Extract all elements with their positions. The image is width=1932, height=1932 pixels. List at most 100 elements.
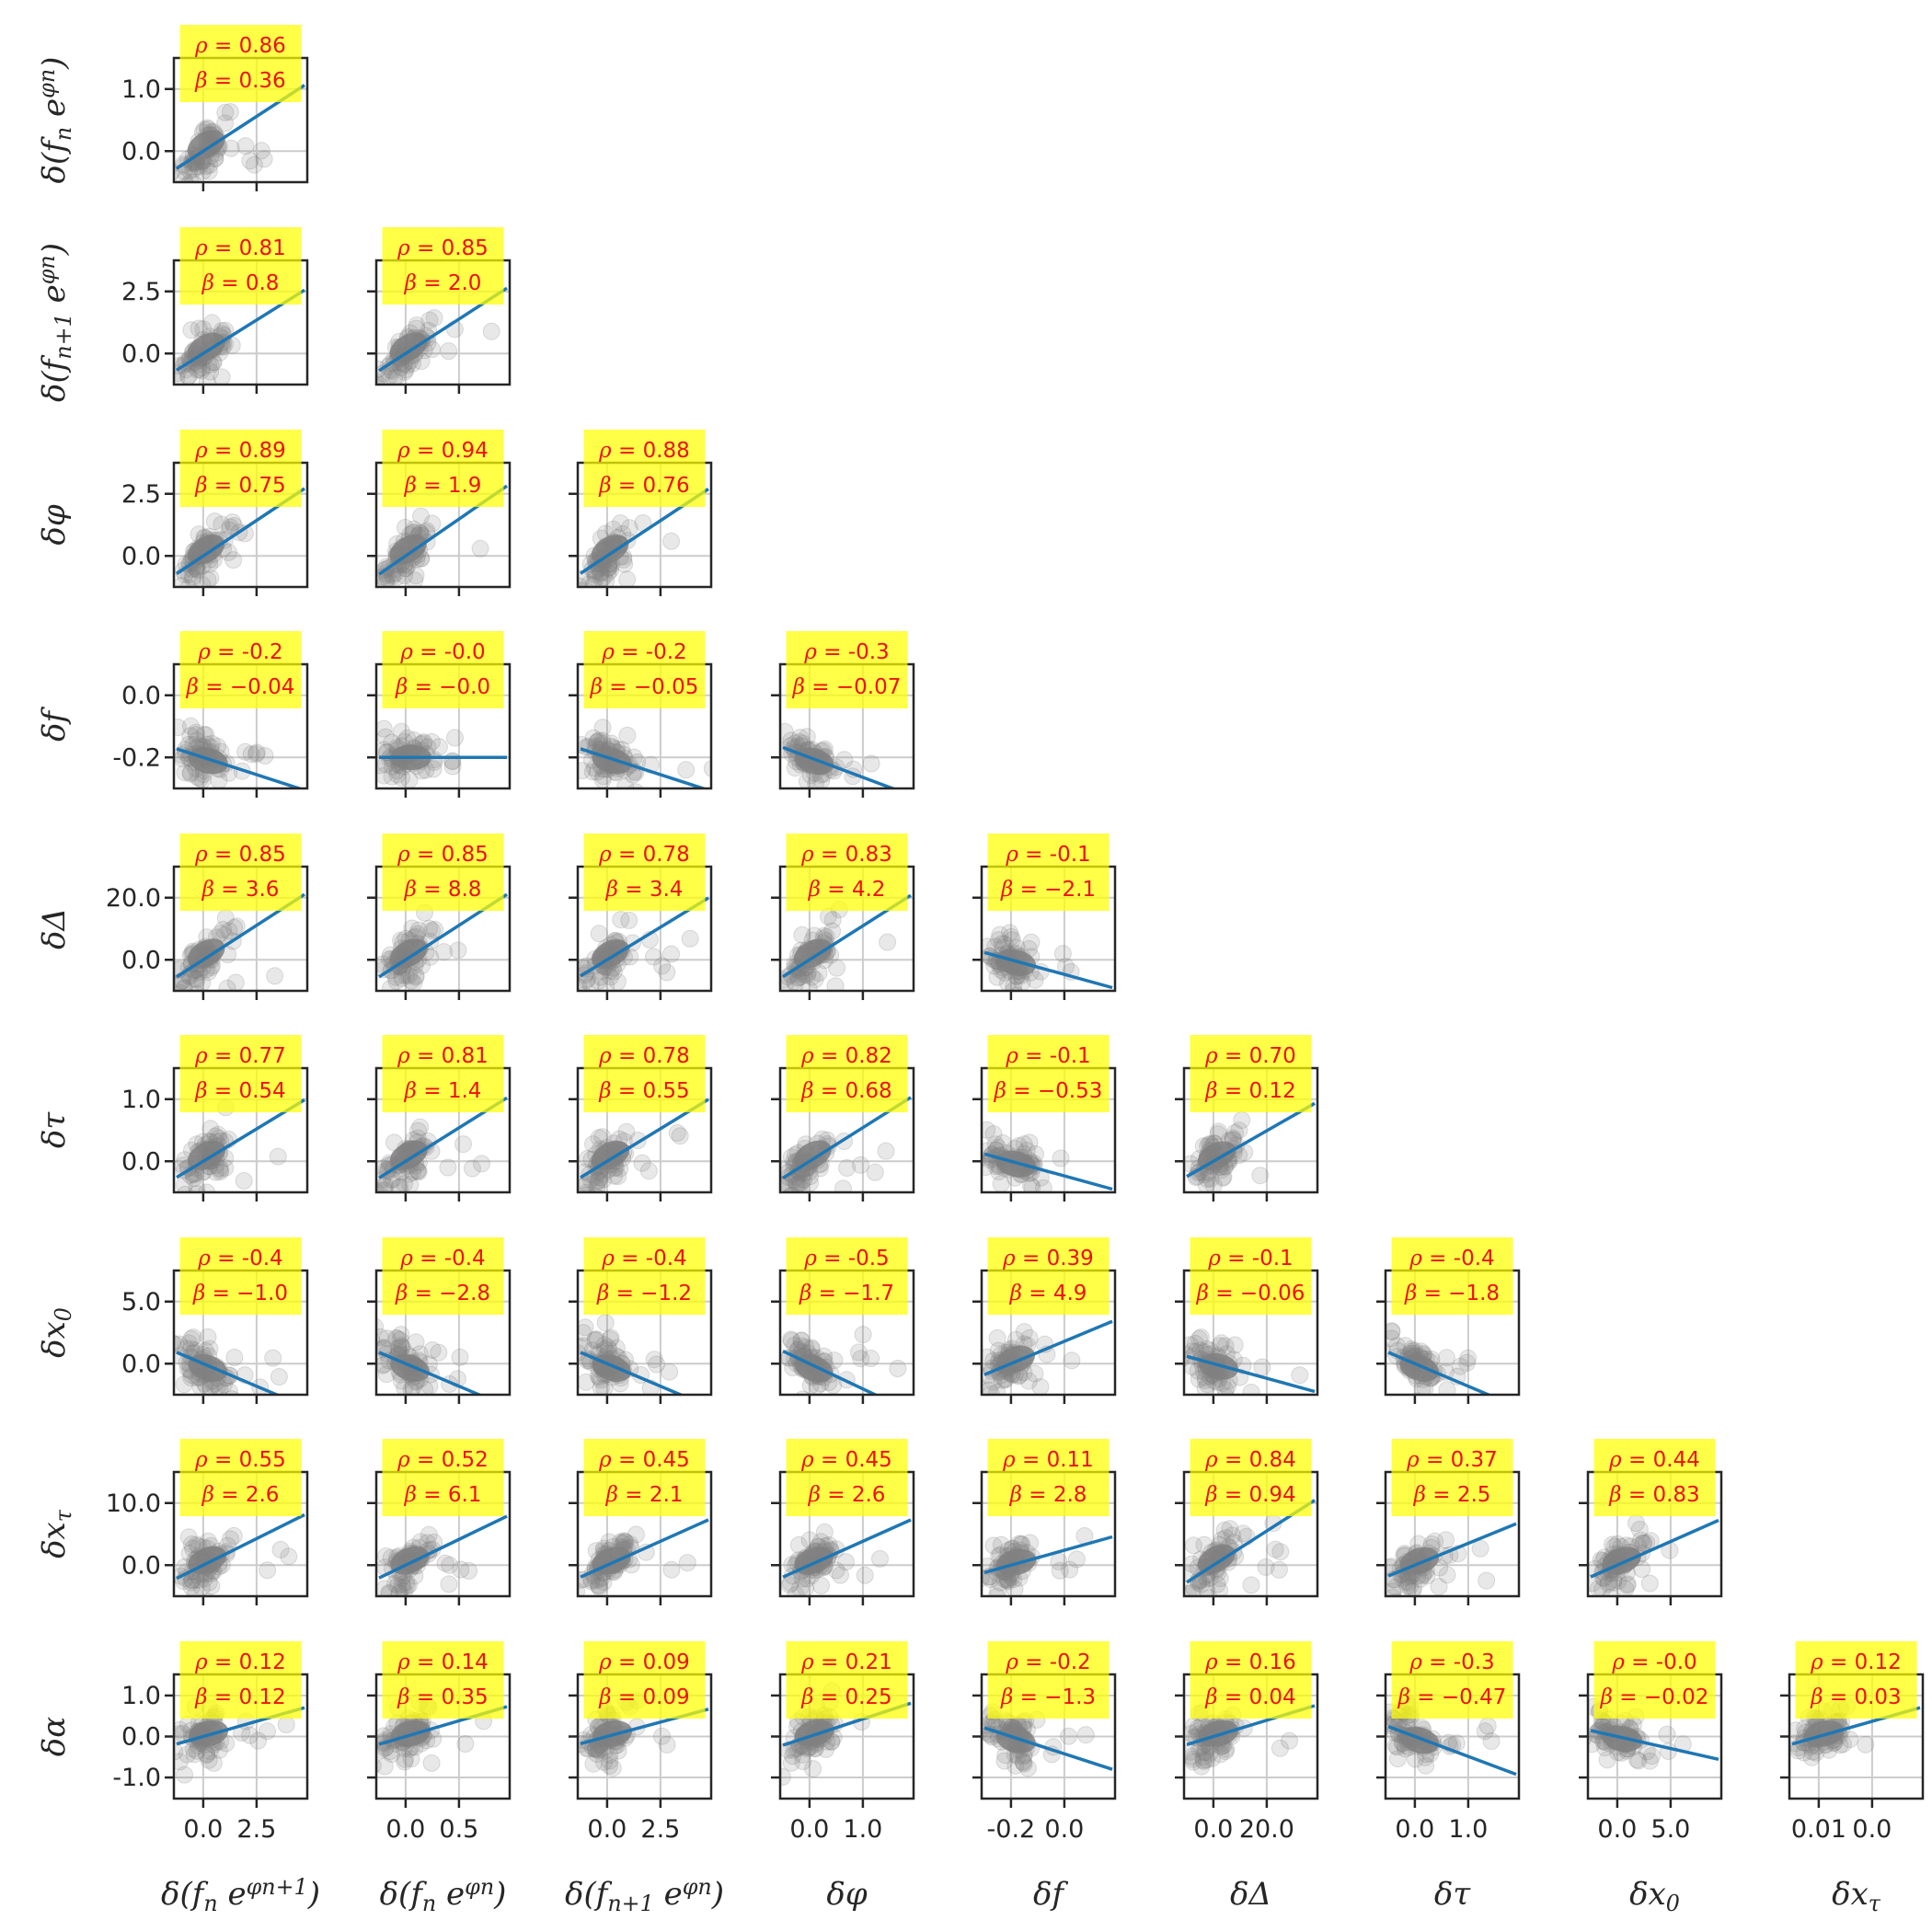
scatter-core — [793, 1140, 832, 1170]
stat-annotation: ρ = -0.2 β = −1.3 — [987, 1641, 1110, 1719]
rho-label: ρ = -0.2 — [197, 640, 282, 664]
scatter-point — [594, 569, 613, 587]
scatter-point — [999, 974, 1017, 991]
scatter-core — [187, 535, 225, 565]
scatter-point — [376, 1177, 393, 1192]
scatter-points — [174, 314, 241, 385]
row-label: δxτ — [36, 1509, 76, 1558]
scatter-point — [807, 775, 825, 788]
scatter-point — [224, 1390, 240, 1395]
scatter-point — [175, 171, 193, 182]
scatter-point — [216, 103, 235, 121]
scatter-point — [1050, 1552, 1068, 1570]
panel-r2-c2: ρ = 0.88 β = 0.76 — [569, 430, 713, 605]
scatter-point — [181, 765, 200, 783]
x-tick-label: 0.01 — [1791, 1815, 1846, 1844]
scatter-point — [593, 719, 612, 737]
x-tick-label: 0.0 — [183, 1815, 223, 1844]
scatter-point — [871, 1549, 889, 1568]
scatter-points — [982, 1527, 1094, 1596]
scatter-point — [1841, 1731, 1859, 1749]
annotation-background — [786, 834, 908, 911]
scatter-point — [1589, 1602, 1605, 1618]
row-label: δ(fn+1 eφn) — [34, 243, 76, 402]
scatter-point — [184, 173, 201, 182]
panel-r8-c8: 0.01 0.0 ρ = 0.12 β = 0.03 — [1780, 1641, 1925, 1844]
scatter-point — [396, 362, 414, 381]
rho-label: ρ = 0.85 — [397, 236, 489, 260]
rho-label: ρ = 0.81 — [397, 1044, 489, 1068]
panel-r3-c3: ρ = -0.3 β = −0.07 — [771, 631, 915, 798]
stat-annotation: ρ = 0.37 β = 2.5 — [1391, 1439, 1513, 1516]
scatter-point — [1658, 1725, 1676, 1743]
scatter-points — [174, 1526, 298, 1596]
beta-label: β = 0.12 — [194, 1685, 285, 1709]
scatter-point — [211, 1163, 229, 1181]
rho-label: ρ = 0.45 — [800, 1448, 892, 1472]
column-label: δτ — [1434, 1876, 1471, 1913]
scatter-point — [575, 589, 592, 605]
scatter-point — [586, 1330, 604, 1349]
scatter-point — [377, 574, 396, 587]
scatter-points — [578, 911, 699, 1015]
beta-label: β = 0.94 — [1204, 1483, 1295, 1507]
scatter-point — [193, 973, 212, 991]
scatter-point — [791, 729, 810, 747]
beta-label: β = −0.07 — [792, 675, 902, 699]
panel-r4-c4: ρ = -0.1 β = −2.1 — [972, 834, 1117, 1000]
scatter-points — [174, 717, 274, 788]
scatter-point — [578, 1183, 596, 1192]
scatter-point — [828, 959, 846, 977]
scatter-point — [403, 919, 421, 937]
scatter-point — [392, 1336, 410, 1354]
scatter-point — [426, 920, 444, 938]
scatter-point — [982, 1381, 998, 1395]
scatter-point — [392, 1326, 410, 1344]
scatter-point — [827, 1561, 845, 1580]
y-tick-label: 2.5 — [121, 480, 161, 509]
scatter-point — [764, 1187, 780, 1203]
scatter-point — [581, 975, 600, 991]
scatter-point — [1020, 1328, 1039, 1347]
scatter-point — [1471, 1539, 1489, 1558]
beta-label: β = −0.02 — [1600, 1685, 1709, 1709]
x-tick-label: 2.5 — [640, 1815, 680, 1844]
annotation-background — [583, 631, 706, 708]
rho-label: ρ = 0.84 — [1204, 1448, 1296, 1472]
stat-annotation: ρ = 0.89 β = 0.75 — [179, 430, 302, 507]
scatter-point — [612, 911, 630, 929]
scatter-point — [176, 980, 193, 991]
scatter-point — [175, 1375, 193, 1394]
regression-line — [580, 1351, 685, 1395]
beta-label: β = 2.8 — [1009, 1483, 1087, 1507]
annotation-background — [382, 834, 504, 911]
scatter-point — [835, 751, 854, 769]
scatter-point — [1015, 1323, 1033, 1341]
scatter-points — [982, 1323, 1081, 1395]
column-label: δφ — [826, 1876, 867, 1913]
y-tick-label: 2.5 — [121, 278, 161, 306]
panel-r3-c0: -0.2 0.0 ρ = -0.2 β = −0.04 — [112, 631, 309, 798]
scatter-point — [798, 772, 816, 788]
stat-annotation: ρ = 0.55 β = 2.6 — [179, 1439, 302, 1516]
stat-annotation: ρ = 0.83 β = 4.2 — [786, 834, 908, 911]
scatter-point — [792, 1331, 811, 1350]
scatter-point — [1291, 1366, 1309, 1385]
scatter-point — [671, 1127, 689, 1145]
scatter-point — [1253, 1358, 1271, 1376]
scatter-point — [216, 1158, 235, 1177]
scatter-point — [193, 576, 212, 587]
scatter-point — [581, 998, 597, 1015]
scatter-point — [382, 979, 399, 991]
scatter-point — [412, 507, 430, 525]
scatter-point — [446, 729, 464, 747]
scatter-point — [1386, 1341, 1391, 1358]
row-label: δα — [36, 1717, 73, 1756]
scatter-point — [1022, 933, 1041, 951]
y-tick-label: 0.0 — [121, 1551, 161, 1580]
scatter-point — [221, 103, 239, 121]
beta-label: β = 0.36 — [194, 69, 285, 93]
scatter-point — [782, 1187, 799, 1192]
stat-annotation: ρ = 0.78 β = 0.55 — [583, 1035, 706, 1112]
scatter-point — [396, 567, 414, 585]
